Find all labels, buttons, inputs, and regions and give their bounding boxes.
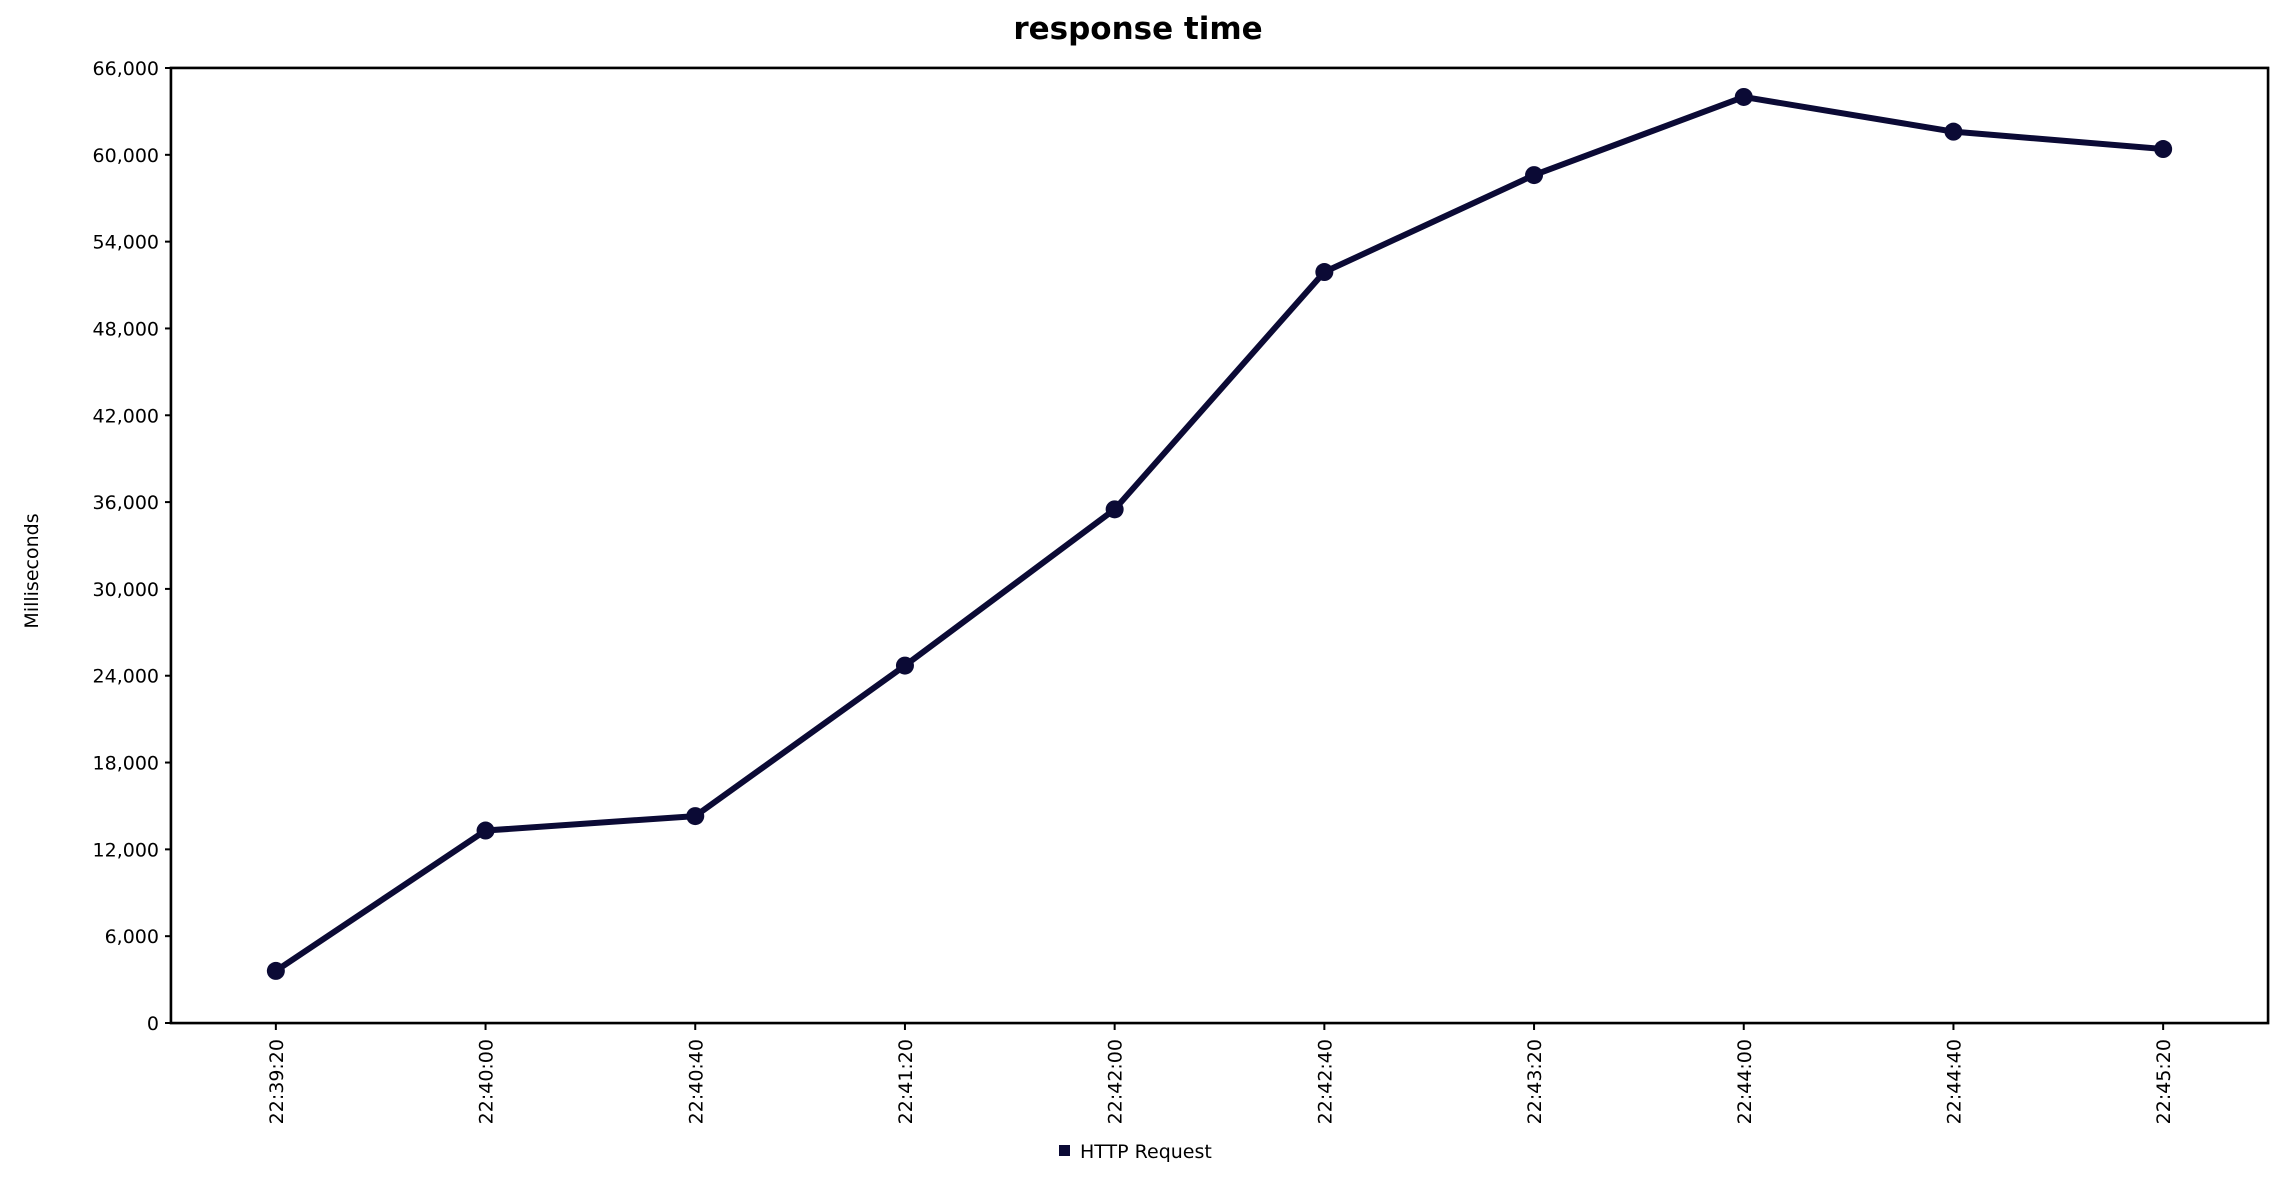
y-tick-label: 54,000	[93, 232, 159, 254]
y-tick-label: 12,000	[93, 839, 159, 861]
plot-frame	[171, 68, 2268, 1023]
legend-marker	[1059, 1145, 1070, 1156]
y-tick-label: 6,000	[105, 926, 159, 948]
y-tick-label: 36,000	[93, 492, 159, 514]
y-tick-label: 48,000	[93, 318, 159, 340]
data-point	[1735, 88, 1753, 106]
x-tick-label: 22:39:20	[266, 1039, 288, 1124]
data-point	[686, 807, 704, 825]
data-point	[1315, 263, 1333, 281]
y-tick-label: 18,000	[93, 753, 159, 775]
x-tick-label: 22:40:40	[685, 1039, 707, 1124]
y-tick-label: 30,000	[93, 579, 159, 601]
x-tick-label: 22:42:40	[1314, 1039, 1336, 1124]
data-point	[1525, 166, 1543, 184]
legend-label: HTTP Request	[1080, 1141, 1212, 1163]
y-tick-label: 0	[147, 1013, 159, 1035]
y-tick-label: 66,000	[93, 58, 159, 80]
y-axis-label: Milliseconds	[21, 513, 43, 628]
y-tick-label: 24,000	[93, 666, 159, 688]
x-tick-label: 22:41:20	[895, 1039, 917, 1124]
plot-area: 0 6,000 12,000 18,000 24,000 30,000 36,000 42,0…	[93, 58, 2268, 1163]
x-tick-label: 22:42:00	[1105, 1039, 1127, 1124]
x-tick-label: 22:45:20	[2153, 1039, 2175, 1124]
y-tick-label: 60,000	[93, 145, 159, 167]
data-point	[1106, 500, 1124, 518]
y-tick-label: 42,000	[93, 405, 159, 427]
x-tick-label: 22:44:00	[1734, 1039, 1756, 1124]
data-point	[896, 657, 914, 675]
x-tick-label: 22:44:40	[1943, 1039, 1965, 1124]
data-point	[477, 822, 495, 840]
x-tick-label: 22:43:20	[1524, 1039, 1546, 1124]
data-point	[2154, 140, 2172, 158]
data-point	[1944, 123, 1962, 141]
chart-title: response time	[1013, 11, 1262, 47]
x-tick-label: 22:40:00	[476, 1039, 498, 1124]
data-point	[267, 962, 285, 980]
